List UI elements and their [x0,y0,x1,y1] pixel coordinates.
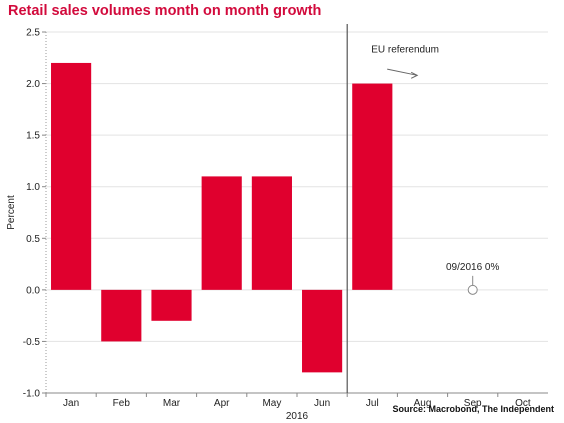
y-tick-label: 0.0 [26,285,40,296]
annotation-sep-value: 09/2016 0% [446,262,499,273]
x-tick-label: Mar [163,398,181,409]
bars [51,62,393,373]
x-axis-title: 2016 [286,411,309,422]
bar-jan [51,62,92,290]
annotation-arrow [387,68,418,76]
y-tick-label: -1.0 [23,389,41,400]
source-note: Source: Macrobond, The Independent [392,404,554,414]
bar-apr [201,176,242,290]
labels: 2.5 2.0 1.5 1.0 0.5 0.0 -0.5 -1.0 Jan Feb Mar Apr Ma… [6,28,531,423]
annotation-eu-referendum: EU referendum [371,45,439,56]
chart-title: Retail sales volumes month on month grow… [8,3,322,19]
bar-jun [302,289,343,373]
bar-mar [151,289,192,321]
x-tick-label: Jan [63,398,79,409]
annotations: EU referendum 09/2016 0% [346,24,499,393]
x-tick-label: Aug [414,398,432,409]
x-tick-label: Jun [314,398,330,409]
axes [42,31,548,397]
y-tick-label: 0.5 [26,234,40,245]
y-tick-label: 2.5 [26,28,40,39]
y-tick-label: 2.0 [26,79,40,90]
bar-jul [352,83,393,290]
x-tick-label: Apr [214,398,230,409]
marker-point [467,284,478,295]
x-tick-label: Feb [113,398,131,409]
y-tick-label: -0.5 [23,337,41,348]
annotation-arrow-head [410,71,419,79]
x-tick-label: Jul [366,398,379,409]
y-tick-label: 1.0 [26,182,40,193]
x-tick-label: May [262,398,281,409]
y-axis-title: Percent [6,195,17,230]
x-tick-label: Sep [464,398,482,409]
bar-may [251,176,292,290]
y-tick-label: 1.5 [26,131,40,142]
x-tick-label: Oct [515,398,531,409]
bar-feb [101,289,142,342]
